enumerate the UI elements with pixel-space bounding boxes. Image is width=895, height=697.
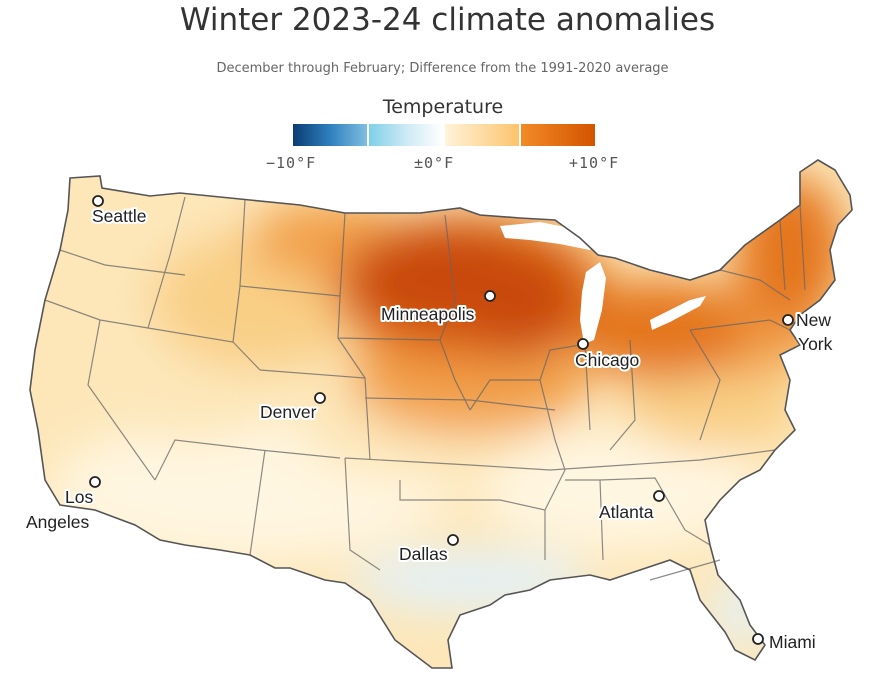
lake-erie — [650, 296, 706, 330]
city-denver: Denver — [258, 392, 326, 424]
city-miami: Miami — [752, 630, 818, 654]
legend-tick-plus-10: +10°F — [569, 154, 620, 172]
city-dallas: Dallas — [397, 534, 459, 566]
city-marker-atlanta — [653, 490, 665, 502]
city-marker-miami — [752, 633, 764, 645]
legend-segment-cold-1 — [293, 124, 330, 146]
legend-color-bar — [293, 124, 595, 146]
city-label-los-angeles-2: Angeles — [26, 512, 89, 532]
city-marker-los-angeles — [89, 476, 101, 488]
legend-segment-cool — [369, 124, 445, 146]
chart-subtitle: December through February; Difference fr… — [216, 61, 669, 76]
city-marker-minneapolis — [484, 290, 496, 302]
city-label-new-york-1: New — [796, 310, 831, 330]
legend-segment-warm — [445, 124, 521, 146]
city-seattle: Seattle — [90, 195, 148, 228]
city-marker-denver — [314, 392, 326, 404]
city-label-denver: Denver — [260, 402, 317, 422]
city-label-dallas: Dallas — [399, 544, 448, 564]
city-label-seattle: Seattle — [92, 206, 146, 226]
city-new-york: New York — [782, 308, 835, 356]
legend-title: Temperature — [382, 96, 504, 118]
city-atlanta: Atlanta — [597, 490, 665, 524]
legend-tick-zero: ±0°F — [414, 154, 455, 172]
legend-segment-cold-2 — [330, 124, 369, 146]
city-chicago: Chicago — [573, 338, 641, 372]
lake-michigan — [580, 262, 606, 344]
city-markers: Seattle Minneapolis Chicago New York Den… — [24, 195, 835, 654]
city-label-chicago: Chicago — [575, 350, 639, 370]
city-minneapolis: Minneapolis — [379, 290, 496, 326]
state-borders — [44, 196, 806, 581]
city-marker-dallas — [447, 534, 459, 546]
city-marker-new-york — [782, 314, 794, 326]
city-label-los-angeles-1: Los — [65, 487, 93, 507]
city-marker-seattle — [92, 195, 104, 207]
legend-segment-hot — [521, 124, 595, 146]
city-label-miami: Miami — [769, 632, 816, 652]
city-label-minneapolis: Minneapolis — [381, 304, 475, 324]
legend-tick-minus-10: −10°F — [266, 154, 317, 172]
city-label-atlanta: Atlanta — [599, 502, 654, 522]
chart-title: Winter 2023-24 climate anomalies — [179, 2, 716, 38]
city-marker-chicago — [577, 338, 589, 350]
city-los-angeles: Los Angeles — [24, 476, 101, 534]
city-label-new-york-2: York — [798, 334, 833, 354]
us-outline — [29, 159, 853, 669]
lake-superior — [500, 222, 600, 250]
